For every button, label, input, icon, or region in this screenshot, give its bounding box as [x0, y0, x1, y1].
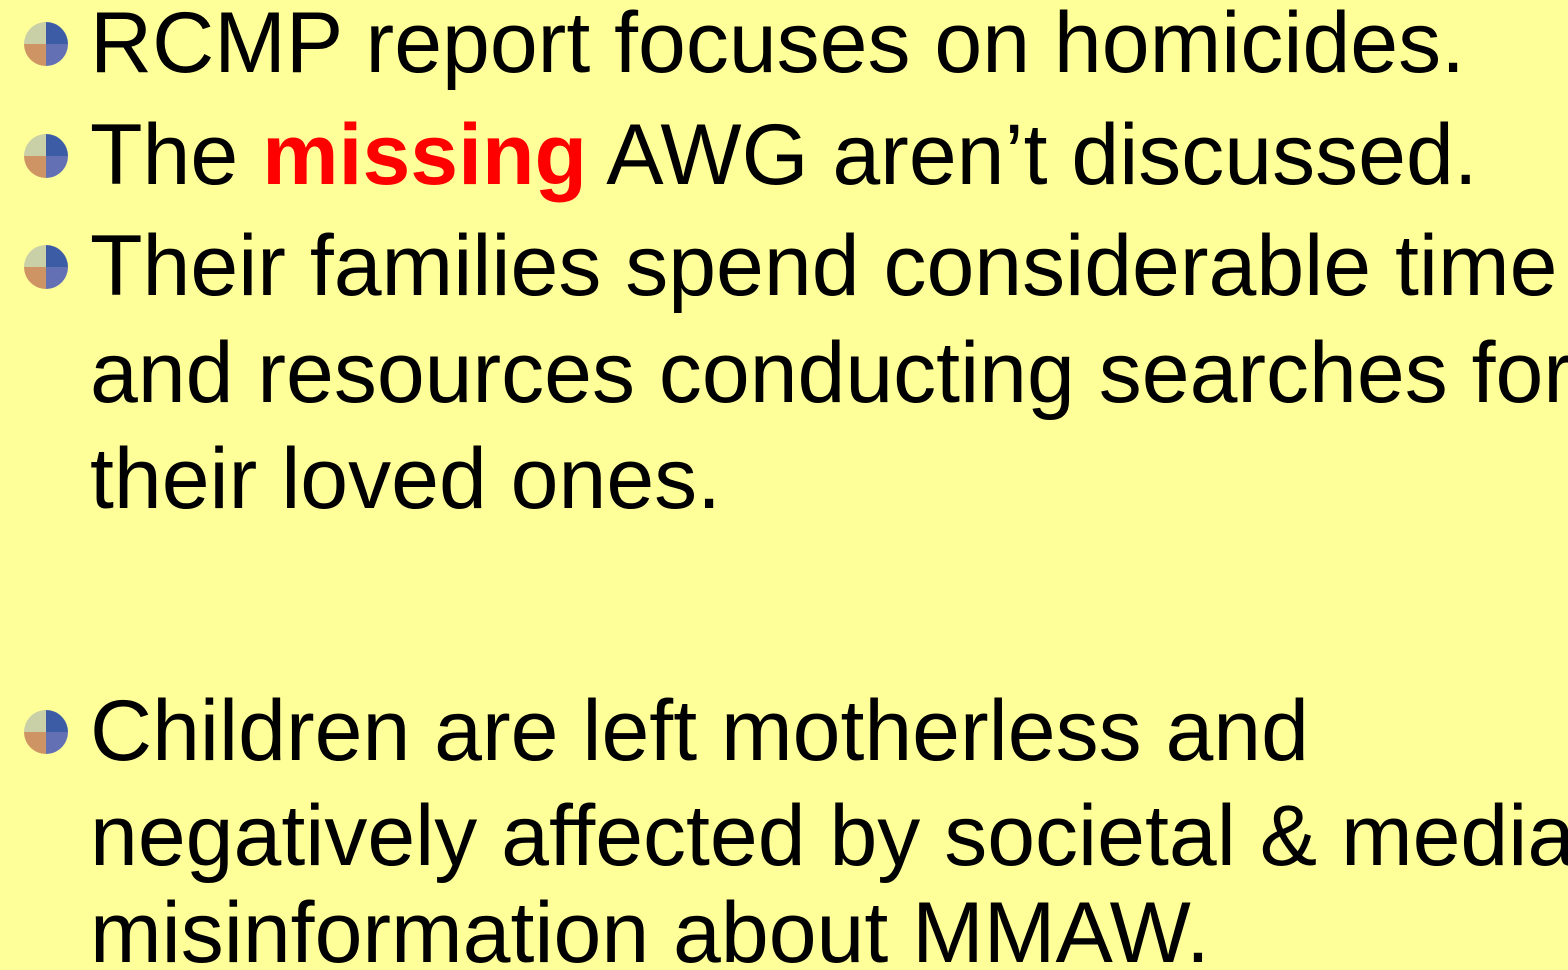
text-run: Children are left motherless and	[90, 683, 1309, 779]
bullet-text: negatively affected by societal & media	[90, 788, 1568, 884]
bullet-icon	[24, 134, 68, 178]
text-run: AWG aren’t discussed.	[587, 107, 1478, 203]
bullet-quadrant	[46, 710, 68, 732]
bullet-quadrant	[46, 44, 68, 66]
bullet-text: Their families spend considerable time	[90, 218, 1557, 314]
text-run: and resources conducting searches for	[90, 325, 1568, 421]
bullet-quadrant	[24, 267, 46, 289]
text-run: their loved ones.	[90, 431, 721, 527]
bullet-quadrant	[24, 245, 46, 267]
emphasis: missing	[262, 107, 587, 203]
bullet-quadrant	[24, 44, 46, 66]
bullet-text: their loved ones.	[90, 431, 721, 527]
text-run: RCMP report focuses on homicides.	[90, 0, 1465, 91]
text-run: misinformation about MMAW.	[90, 885, 1210, 970]
bullet-text: Children are left motherless and	[90, 683, 1309, 779]
bullet-quadrant	[46, 245, 68, 267]
bullet-quadrant	[46, 134, 68, 156]
bullet-text: misinformation about MMAW.	[90, 885, 1210, 970]
text-run: negatively affected by societal & media	[90, 788, 1568, 884]
bullet-text: and resources conducting searches for	[90, 325, 1568, 421]
bullet-quadrant	[46, 22, 68, 44]
text-run: Their families spend considerable time	[90, 218, 1557, 314]
bullet-quadrant	[46, 732, 68, 754]
bullet-quadrant	[46, 267, 68, 289]
bullet-text: The missing AWG aren’t discussed.	[90, 107, 1478, 203]
bullet-quadrant	[24, 732, 46, 754]
bullet-icon	[24, 710, 68, 754]
bullet-icon	[24, 22, 68, 66]
bullet-quadrant	[24, 710, 46, 732]
bullet-text: RCMP report focuses on homicides.	[90, 0, 1465, 91]
bullet-quadrant	[24, 134, 46, 156]
bullet-quadrant	[24, 156, 46, 178]
bullet-quadrant	[46, 156, 68, 178]
bullet-icon	[24, 245, 68, 289]
bullet-quadrant	[24, 22, 46, 44]
text-run: The	[90, 107, 262, 203]
